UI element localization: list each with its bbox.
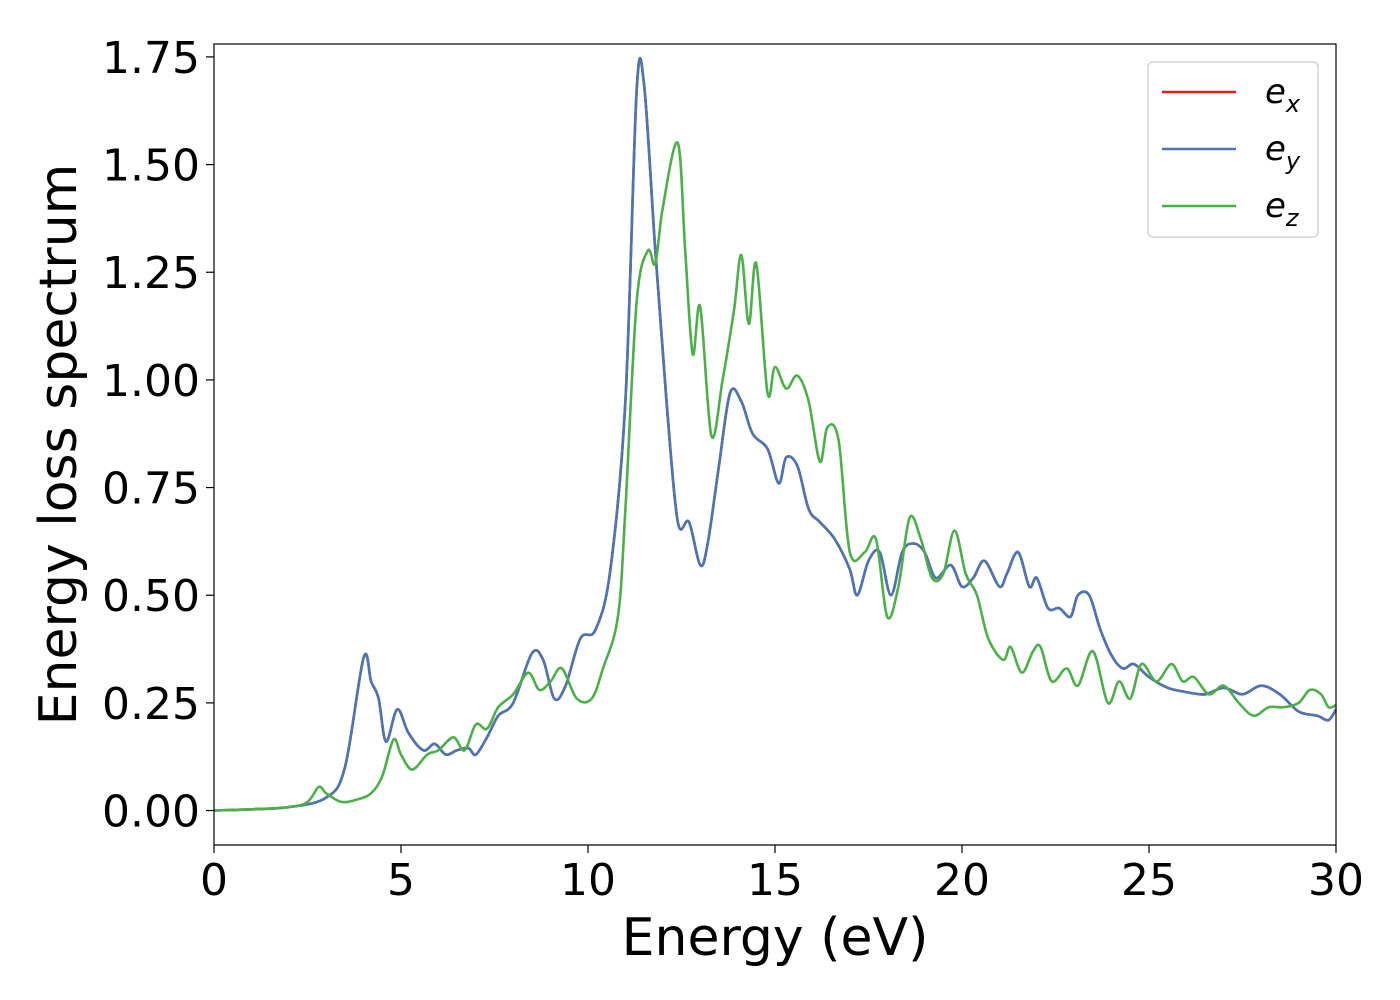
x-tick-label: 30 xyxy=(1308,855,1364,906)
x-tick-label: 10 xyxy=(560,855,616,906)
y-tick-label: 1.00 xyxy=(102,356,200,407)
y-tick-label: 0.75 xyxy=(102,464,200,515)
legend-label: ex xyxy=(1265,72,1301,118)
x-tick-label: 15 xyxy=(747,855,803,906)
legend-label-base: e xyxy=(1265,186,1286,226)
x-tick-label: 0 xyxy=(200,855,228,906)
legend-label: ez xyxy=(1265,186,1300,232)
y-tick-label: 1.50 xyxy=(102,141,200,192)
legend-label-subscript: z xyxy=(1285,204,1300,232)
y-tick-label: 1.25 xyxy=(102,248,200,299)
x-axis-label: Energy (eV) xyxy=(622,908,929,968)
legend-label-base: e xyxy=(1265,129,1286,169)
legend-label: ey xyxy=(1265,129,1301,175)
x-tick-label: 25 xyxy=(1121,855,1177,906)
y-axis-label: Energy loss spectrum xyxy=(29,164,89,726)
y-axis-ticks: 0.00 0.25 0.50 0.75 1.00 1.25 1.50 1.75 xyxy=(102,33,214,838)
legend-label-base: e xyxy=(1265,72,1286,112)
x-tick-label: 20 xyxy=(934,855,990,906)
y-tick-label: 0.25 xyxy=(102,679,200,730)
y-tick-label: 0.00 xyxy=(102,787,200,838)
y-tick-label: 0.50 xyxy=(102,571,200,622)
plot-frame xyxy=(213,43,1337,846)
y-tick-label: 1.75 xyxy=(102,33,200,84)
series-lines xyxy=(213,57,1338,812)
legend-label-subscript: y xyxy=(1285,147,1301,175)
series-line-e-z xyxy=(213,141,1337,812)
legend-label-subscript: x xyxy=(1285,90,1301,118)
x-axis-ticks: 0 5 10 15 20 25 30 xyxy=(200,845,1364,906)
x-tick-label: 5 xyxy=(387,855,415,906)
